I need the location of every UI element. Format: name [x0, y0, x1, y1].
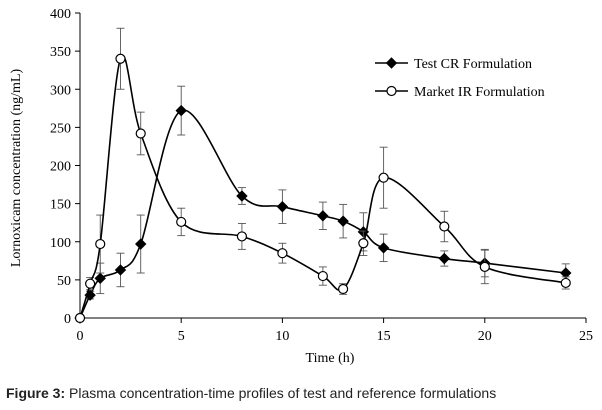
data-point: [276, 200, 289, 213]
caption-label: Figure 3:: [6, 385, 66, 401]
y-tick-label: 300: [50, 83, 71, 98]
x-tick-label: 20: [478, 329, 492, 344]
data-point: [135, 128, 146, 139]
data-point: [135, 238, 147, 250]
x-tick-label: 15: [377, 329, 391, 344]
y-tick-label: 100: [50, 236, 71, 251]
data-point: [115, 53, 126, 64]
y-tick-label: 250: [50, 121, 71, 136]
y-tick-label: 200: [50, 160, 71, 175]
x-tick-label: 25: [579, 329, 593, 344]
data-point: [277, 248, 288, 259]
data-point: [85, 278, 96, 289]
data-point: [94, 272, 106, 285]
x-axis-ticks: 0 5 10 15 20 25: [77, 318, 593, 344]
data-point: [560, 277, 571, 289]
data-point: [378, 172, 389, 183]
plot-area: [74, 27, 572, 324]
data-point: [358, 238, 369, 249]
figure-caption: Figure 3: Plasma concentration-time prof…: [6, 385, 596, 401]
y-axis-title: Lornoxicam concentration (ng/mL): [9, 69, 24, 268]
y-tick-label: 50: [57, 274, 71, 289]
data-point: [479, 261, 490, 273]
data-point: [377, 242, 390, 254]
data-point: [439, 221, 450, 232]
data-point: [236, 190, 248, 202]
x-axis-title: Time (h): [306, 351, 355, 366]
series-line: [79, 54, 566, 319]
data-point: [175, 104, 187, 117]
data-point: [176, 216, 187, 228]
data-point: [95, 238, 106, 250]
series-test-cr: [74, 85, 572, 324]
legend-label: Market IR Formulation: [414, 85, 545, 100]
data-point: [338, 283, 349, 295]
data-point: [438, 252, 451, 265]
x-tick-label: 5: [178, 329, 185, 344]
legend-label: Test CR Formulation: [414, 57, 532, 72]
legend-marker: [385, 57, 398, 69]
data-point: [317, 270, 328, 282]
y-axis-ticks: 0 50 100 150 200 250 300 350 400: [50, 7, 80, 327]
series-market-ir: [74, 27, 571, 324]
legend-marker: [386, 85, 397, 97]
data-point: [317, 210, 329, 222]
caption-text: Plasma concentration-time profiles of te…: [65, 385, 497, 401]
y-tick-label: 0: [64, 312, 71, 327]
data-point: [74, 312, 86, 324]
data-point: [337, 215, 349, 227]
x-tick-label: 0: [77, 329, 84, 344]
chart: 0 50 100 150 200 250 300 350 400 0 5 10 15 20 25 Time…: [9, 7, 593, 366]
y-tick-label: 350: [50, 45, 71, 60]
data-point: [114, 264, 127, 276]
x-tick-label: 10: [275, 329, 289, 344]
data-point: [236, 231, 248, 242]
legend: Test CR Formulation Market IR Formulation: [375, 57, 545, 100]
y-tick-label: 400: [50, 7, 71, 22]
series-line: [79, 109, 566, 319]
y-tick-label: 150: [50, 198, 71, 213]
